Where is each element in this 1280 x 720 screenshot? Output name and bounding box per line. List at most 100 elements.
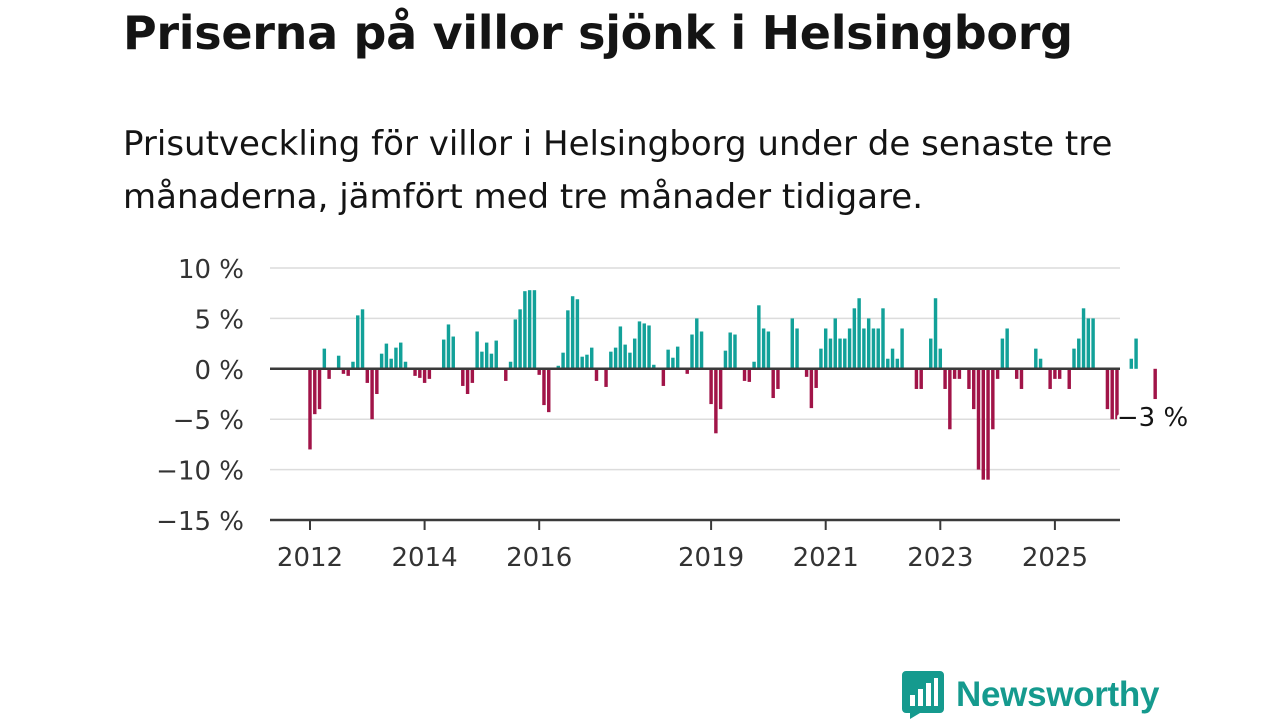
bar — [666, 349, 670, 369]
bar — [389, 358, 393, 369]
bar — [1091, 318, 1095, 369]
labels: 10 % 5 % 0 % −5 % −10 % −15 % 2012 2014 2016 2019… — [156, 255, 1191, 573]
bar — [757, 305, 761, 369]
bar — [919, 368, 923, 389]
bar — [542, 368, 546, 406]
bar — [1077, 338, 1081, 369]
bar — [1034, 348, 1038, 369]
y-tick-label: 10 % — [178, 255, 244, 285]
bar — [1038, 358, 1043, 369]
bar — [628, 352, 632, 369]
bar — [1005, 328, 1009, 369]
bar — [795, 328, 799, 369]
bar — [675, 346, 680, 369]
bar — [461, 368, 465, 386]
y-tick-label: −15 % — [156, 507, 244, 537]
newsworthy-logo-icon — [902, 671, 944, 719]
bar — [881, 308, 885, 369]
bar — [972, 368, 976, 410]
y-tick-label: −5 % — [173, 406, 244, 436]
bar — [470, 368, 475, 383]
bar — [637, 321, 642, 369]
bar — [422, 368, 427, 383]
bar — [379, 353, 384, 369]
bar — [523, 291, 527, 369]
bar — [632, 338, 637, 369]
bar — [313, 368, 317, 415]
chart-subtitle: Prisutveckling för villor i Helsingborg … — [123, 124, 1113, 217]
bar — [733, 334, 737, 369]
bar — [370, 368, 374, 420]
bar — [1110, 368, 1114, 420]
bar — [513, 319, 518, 369]
bar — [1072, 348, 1076, 369]
bar — [1000, 338, 1005, 369]
bar — [876, 328, 880, 369]
bar — [967, 368, 971, 389]
bar — [642, 323, 646, 369]
y-tick-label: −10 % — [156, 457, 244, 487]
bar — [814, 368, 818, 388]
brand-logo: Newsworthy — [902, 670, 1159, 720]
bar — [862, 328, 866, 369]
bar — [532, 290, 537, 369]
bar — [375, 368, 379, 394]
bar — [895, 358, 900, 369]
bar — [986, 368, 990, 480]
bar — [690, 334, 694, 369]
bar — [718, 368, 723, 410]
bar — [929, 338, 933, 369]
bar — [356, 315, 360, 369]
bar — [322, 348, 327, 369]
bar — [819, 348, 823, 369]
bar — [847, 328, 852, 369]
bar — [413, 368, 417, 376]
bar — [709, 368, 713, 405]
bar — [723, 350, 728, 369]
brand-name: Newsworthy — [956, 675, 1160, 714]
bar — [728, 332, 732, 369]
bar — [585, 354, 589, 369]
bar — [823, 328, 828, 369]
bar — [566, 310, 570, 369]
y-tick-label: 0 % — [194, 356, 244, 386]
x-tick-label: 2016 — [506, 543, 572, 573]
bar — [761, 328, 766, 369]
y-tick-label: 5 % — [194, 305, 244, 335]
bar — [465, 368, 470, 394]
bar — [561, 352, 565, 369]
bar — [1048, 368, 1052, 389]
bar — [914, 368, 919, 389]
bar — [886, 358, 890, 369]
bar — [446, 324, 451, 369]
bar — [1067, 368, 1071, 389]
bar — [399, 342, 403, 369]
bar — [527, 290, 532, 369]
bar — [685, 368, 689, 374]
bar — [336, 355, 341, 369]
bar — [484, 342, 489, 369]
bar — [618, 326, 623, 369]
bar — [556, 365, 561, 369]
bar — [518, 309, 522, 369]
bar — [776, 368, 780, 389]
bar — [489, 353, 494, 369]
bar — [575, 299, 580, 369]
bar — [843, 338, 847, 369]
bar — [995, 368, 1000, 379]
x-tick-label: 2023 — [907, 543, 973, 573]
last-value-annotation: −3 % — [1117, 403, 1188, 433]
bar — [991, 368, 995, 430]
bar — [714, 368, 718, 434]
bar — [341, 368, 346, 374]
bar — [351, 361, 355, 369]
bar — [957, 368, 962, 379]
x-tick-label: 2021 — [793, 543, 859, 573]
bar — [938, 348, 943, 369]
bar — [475, 331, 479, 369]
bar — [804, 368, 809, 377]
bar — [308, 368, 312, 450]
bar — [504, 368, 508, 381]
bar — [1129, 358, 1134, 369]
bar — [943, 368, 947, 389]
